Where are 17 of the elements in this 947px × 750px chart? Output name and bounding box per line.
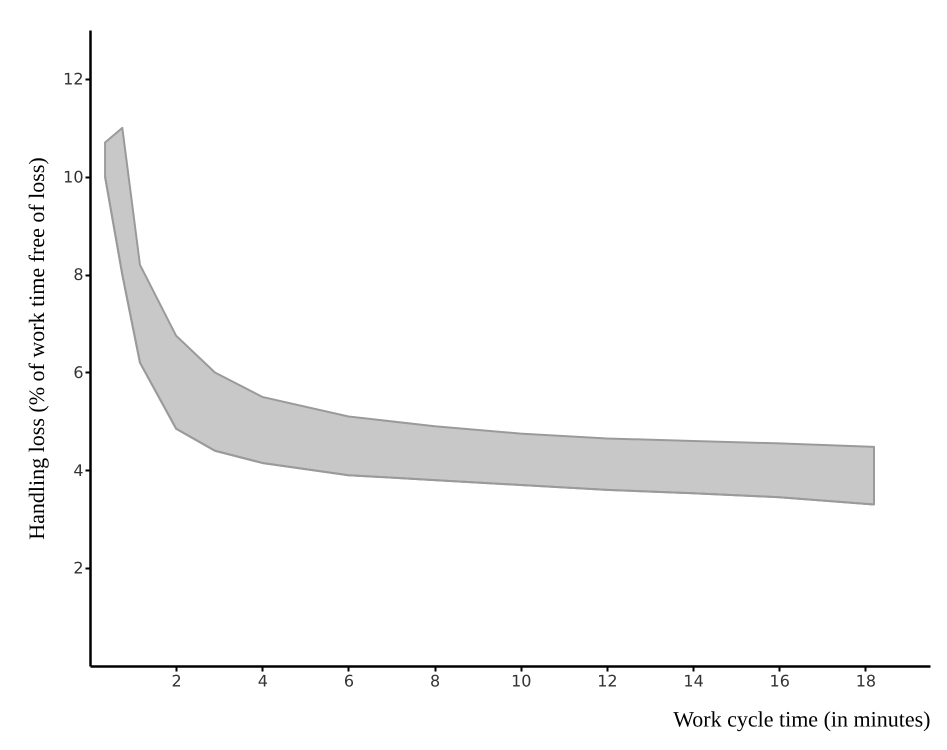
x-tick-label: 14 — [683, 672, 704, 690]
x-tick-label: 18 — [856, 672, 876, 690]
x-tick-label: 10 — [511, 672, 532, 690]
x-tick-label: 2 — [172, 672, 182, 690]
y-tick-label: 8 — [73, 265, 84, 284]
x-tick-label: 4 — [258, 672, 268, 690]
x-tick-label: 16 — [770, 672, 790, 690]
y-tick-label: 6 — [73, 362, 84, 382]
y-tick-label: 10 — [63, 167, 84, 186]
x-tick-label: 12 — [597, 672, 618, 690]
y-tick-label: 2 — [73, 558, 84, 578]
x-axis-title: Work cycle time (in minutes) — [673, 706, 930, 732]
y-axis-title: Handling loss (% of work time free of loss) — [24, 157, 50, 540]
y-tick-label: 12 — [63, 69, 84, 88]
y-tick-label: 4 — [73, 460, 84, 480]
x-tick-label: 8 — [430, 672, 440, 690]
x-tick-label: 6 — [344, 672, 354, 690]
